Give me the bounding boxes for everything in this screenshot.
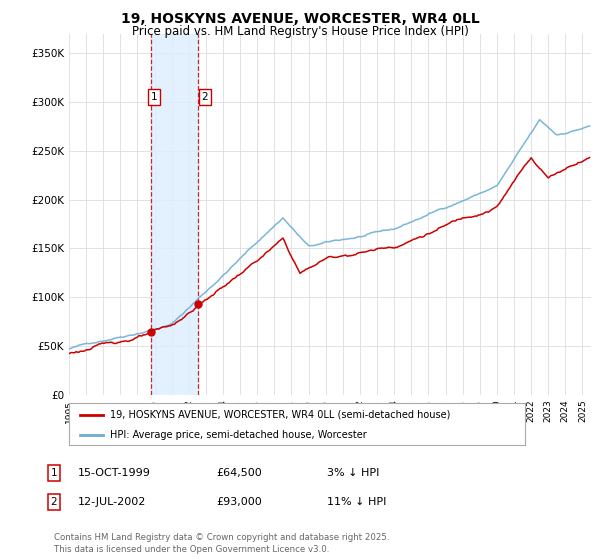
Text: £93,000: £93,000: [216, 497, 262, 507]
Text: Contains HM Land Registry data © Crown copyright and database right 2025.
This d: Contains HM Land Registry data © Crown c…: [54, 533, 389, 554]
Text: HPI: Average price, semi-detached house, Worcester: HPI: Average price, semi-detached house,…: [110, 430, 367, 440]
Text: 2: 2: [202, 92, 208, 102]
Text: 3% ↓ HPI: 3% ↓ HPI: [327, 468, 379, 478]
Text: 19, HOSKYNS AVENUE, WORCESTER, WR4 0LL (semi-detached house): 19, HOSKYNS AVENUE, WORCESTER, WR4 0LL (…: [110, 410, 451, 420]
Text: £64,500: £64,500: [216, 468, 262, 478]
Text: 11% ↓ HPI: 11% ↓ HPI: [327, 497, 386, 507]
Bar: [151, 34, 198, 395]
Text: Price paid vs. HM Land Registry's House Price Index (HPI): Price paid vs. HM Land Registry's House …: [131, 25, 469, 38]
Text: 15-OCT-1999: 15-OCT-1999: [78, 468, 151, 478]
Text: 2: 2: [50, 497, 58, 507]
Text: 12-JUL-2002: 12-JUL-2002: [78, 497, 146, 507]
Text: 1: 1: [50, 468, 58, 478]
Text: 19, HOSKYNS AVENUE, WORCESTER, WR4 0LL: 19, HOSKYNS AVENUE, WORCESTER, WR4 0LL: [121, 12, 479, 26]
Text: 1: 1: [151, 92, 158, 102]
